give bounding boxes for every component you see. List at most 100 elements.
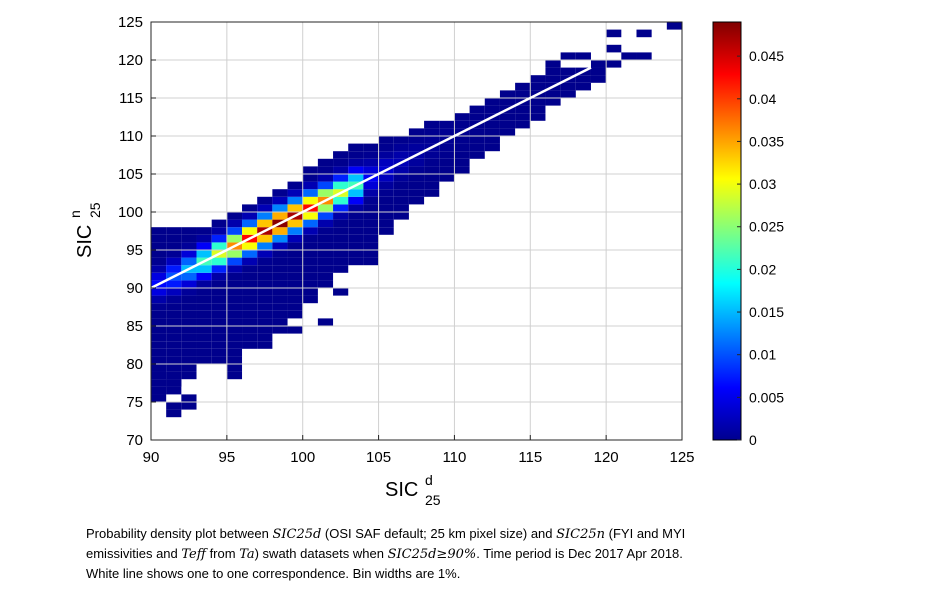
density-bin [302,196,318,205]
density-bin [181,303,197,311]
density-bin [166,280,182,288]
density-bin [302,212,318,220]
density-bin [151,250,167,258]
density-bin [166,303,182,311]
density-bin [302,234,318,243]
density-bin [166,318,182,326]
density-bin [302,189,318,197]
density-bin [317,234,334,243]
density-bin [196,333,212,342]
x-tick-label: 95 [219,449,236,466]
caption-text: ) swath datasets when [254,546,388,561]
density-bin [242,341,258,349]
density-bin [272,280,288,288]
density-bin [363,242,379,250]
density-bin [196,318,212,326]
density-bin [211,303,227,311]
density-bin [363,257,379,266]
density-bin [408,158,425,167]
density-bin [287,234,303,243]
density-bin [363,212,379,220]
density-bin [378,181,394,190]
density-bin [181,272,197,281]
density-bin [348,196,364,205]
density-bin [226,272,243,281]
density-bin [454,166,470,174]
density-bin [378,189,394,197]
density-bin [287,196,303,205]
density-bin [499,113,516,121]
density-bin [166,242,182,250]
density-bin [226,356,243,364]
density-bin [181,280,197,288]
density-bin [257,326,273,334]
density-bin [499,120,516,129]
density-bin [317,189,334,197]
colorbar-tick-label: 0.045 [749,48,784,64]
density-bin [302,272,318,281]
density-bin [317,280,334,288]
one-to-one-line-layer [150,66,592,290]
colorbar-tick-label: 0.025 [749,219,784,235]
density-bin [560,52,576,60]
density-bin [621,52,637,60]
density-bin [439,158,455,167]
density-bin [226,257,243,266]
density-bin [287,204,303,212]
density-bin [211,318,227,326]
density-bin [166,234,182,243]
density-bin [166,341,182,349]
density-bin [454,158,470,167]
density-bin [181,242,197,250]
caption-math: Teff [181,547,206,562]
y-tick-label: 70 [126,432,143,449]
colorbar-tick-label: 0.035 [749,133,784,149]
density-bin [499,98,516,106]
density-bin [454,143,470,152]
density-bin [287,272,303,281]
colorbar-tick-label: 0.04 [749,91,776,107]
density-bin [545,60,561,68]
colorbar-ticks: 0 0.005 0.01 0.015 0.02 0.025 0.03 0.035 0.04 0.0… [737,48,784,448]
density-bin [302,288,318,296]
density-bin [666,22,682,30]
colorbar-tick-label: 0.01 [749,347,776,363]
density-bin [424,120,440,129]
y-tick-label: 115 [119,90,143,107]
density-bin [181,394,197,402]
density-bin [151,272,167,281]
x-tick-labels: 90 95 100 105 110 115 120 125 [143,435,695,466]
density-bin [151,333,167,342]
density-bin [151,257,167,266]
density-bin [348,257,364,266]
density-bin [484,136,500,144]
density-bin [408,189,425,197]
density-bin [333,288,349,296]
density-bin [181,402,197,410]
density-bin [439,174,455,182]
density-bin [575,52,591,60]
y-tick-label: 80 [126,356,143,373]
one-to-one-line [150,66,592,290]
caption-math: Ta [239,547,255,562]
density-bin [348,234,364,243]
density-bin [636,52,652,60]
density-bin [211,227,227,235]
density-bin [333,151,349,159]
density-bin [515,105,531,114]
density-bin [363,143,379,152]
density-bin [317,250,334,258]
density-bin [242,288,258,296]
density-bin [560,90,576,98]
density-bin [211,288,227,296]
x-tick-label: 115 [518,449,542,466]
density-bin [606,29,622,38]
density-bin [317,242,334,250]
density-bin [166,326,182,334]
density-bin [348,174,364,182]
density-bin [257,295,273,304]
y-axis-title-group: SIC n 25 [67,202,103,258]
density-bin [166,379,182,387]
density-bin [348,242,364,250]
density-bin [636,29,652,38]
